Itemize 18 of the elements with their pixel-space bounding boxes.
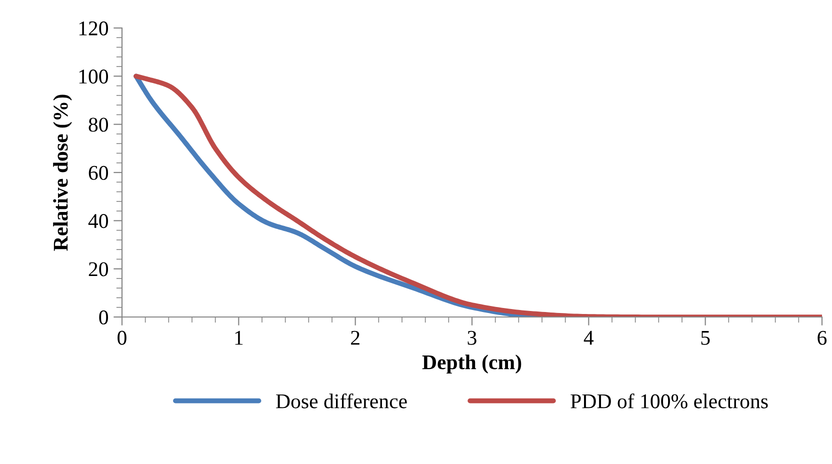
x-tick-label: 4 <box>584 330 594 345</box>
x-tick-label: 6 <box>818 330 827 345</box>
y-tick-label: 60 <box>88 166 108 180</box>
y-tick-label: 0 <box>99 310 108 324</box>
y-tick-label: 40 <box>88 214 108 228</box>
x-tick-label: 5 <box>701 331 710 345</box>
y-tick-label: 120 <box>79 21 108 36</box>
x-tick-label: 3 <box>468 330 476 345</box>
legend-label: PDD of 100% electrons <box>570 393 768 408</box>
legend-label: Dose difference <box>276 393 407 408</box>
x-tick-label: 1 <box>235 330 243 345</box>
y-tick-label: 80 <box>88 118 108 132</box>
x-axis-title: Depth (cm) <box>422 354 522 374</box>
y-tick-label: 100 <box>79 70 108 84</box>
x-tick-label: 0 <box>118 330 126 345</box>
y-axis-title: Relative dose (%) <box>53 94 72 251</box>
x-tick-label: 2 <box>351 330 360 345</box>
y-tick-label: 20 <box>88 262 108 276</box>
